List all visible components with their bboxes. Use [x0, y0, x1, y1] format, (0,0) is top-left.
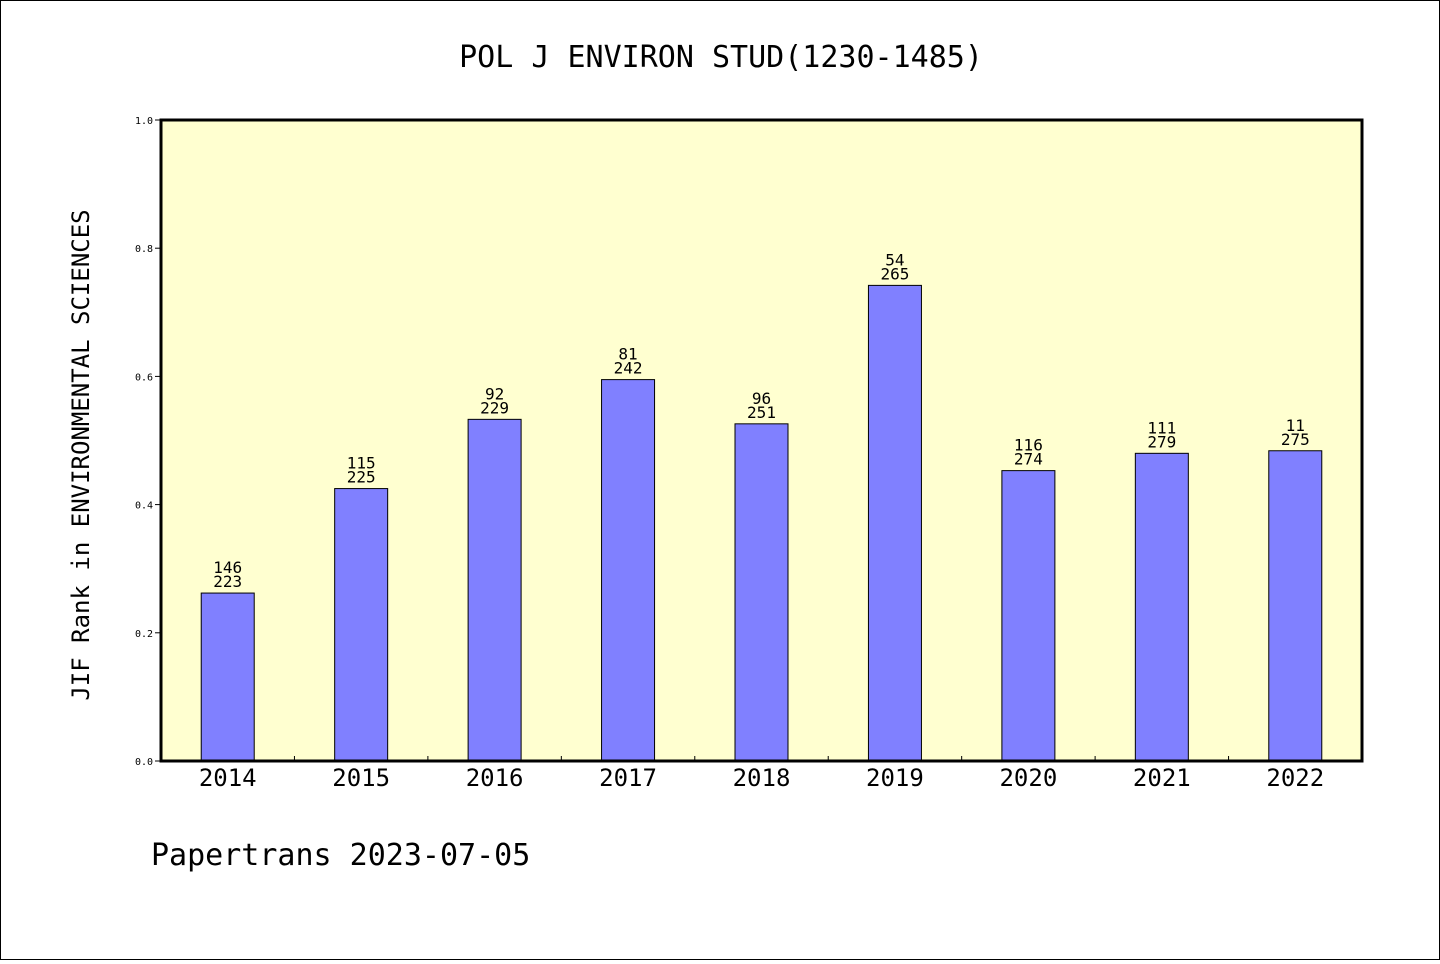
x-tick-label: 2018	[733, 764, 791, 792]
bar-2021	[1134, 452, 1189, 762]
x-tick-label: 2019	[866, 764, 924, 792]
x-tick-label: 2021	[1133, 764, 1191, 792]
y-tick-label: 0.6	[135, 372, 153, 383]
y-tick-label: 0.0	[135, 757, 153, 768]
bar-rank-label: 92	[485, 384, 504, 403]
bar-rank-label: 81	[618, 345, 637, 364]
bar-rank-label: 115	[347, 454, 376, 473]
x-tick-label: 2017	[599, 764, 657, 792]
bar-rank-label: 111	[1147, 418, 1176, 437]
y-tick-label: 0.8	[135, 244, 153, 255]
bar-total-label: 251	[747, 403, 776, 422]
x-tick-label: 2022	[1266, 764, 1324, 792]
bar-total-label: 274	[1014, 450, 1043, 469]
y-axis-label: JIF Rank in ENVIRONMENTAL SCIENCES	[67, 209, 95, 700]
bar-2014	[200, 592, 255, 762]
bar-2020	[1001, 470, 1056, 762]
x-tick-label: 2015	[332, 764, 390, 792]
bar-2022	[1268, 450, 1323, 762]
bar-rank-label: 54	[885, 250, 904, 269]
y-tick-label: 1.0	[135, 116, 153, 127]
bar-2019	[867, 284, 922, 762]
x-tick-label: 2014	[199, 764, 257, 792]
footer-credit: Papertrans 2023-07-05	[151, 838, 530, 873]
x-tick-label: 2016	[466, 764, 524, 792]
bar-total-label: 275	[1281, 430, 1310, 449]
bar-rank-label: 96	[752, 389, 771, 408]
bar-2016	[467, 418, 522, 762]
bar-rank-label: 146	[213, 558, 242, 577]
bar-2018	[734, 423, 789, 762]
plot-border	[159, 118, 1364, 763]
ticks-group: 0.0 0.2 0.4 0.6 0.8 1.0 2014 2015 2016 2017 2018 20…	[135, 116, 1324, 792]
bar-2015	[334, 488, 389, 762]
bar-total-label: 225	[347, 468, 376, 487]
chart-title: POL J ENVIRON STUD(1230-1485)	[459, 40, 983, 75]
bar-rank-label: 11	[1286, 416, 1305, 435]
y-tick-label: 0.4	[135, 501, 153, 512]
y-tick-label: 0.2	[135, 629, 153, 640]
bar-total-label: 223	[213, 572, 242, 591]
bar-rank-label: 116	[1014, 436, 1043, 455]
x-tick-label: 2020	[999, 764, 1057, 792]
bar-total-label: 229	[480, 398, 509, 417]
bar-total-label: 242	[614, 359, 643, 378]
bar-2017	[601, 379, 656, 762]
bar-total-label: 279	[1147, 432, 1176, 451]
bar-total-label: 265	[880, 264, 909, 283]
